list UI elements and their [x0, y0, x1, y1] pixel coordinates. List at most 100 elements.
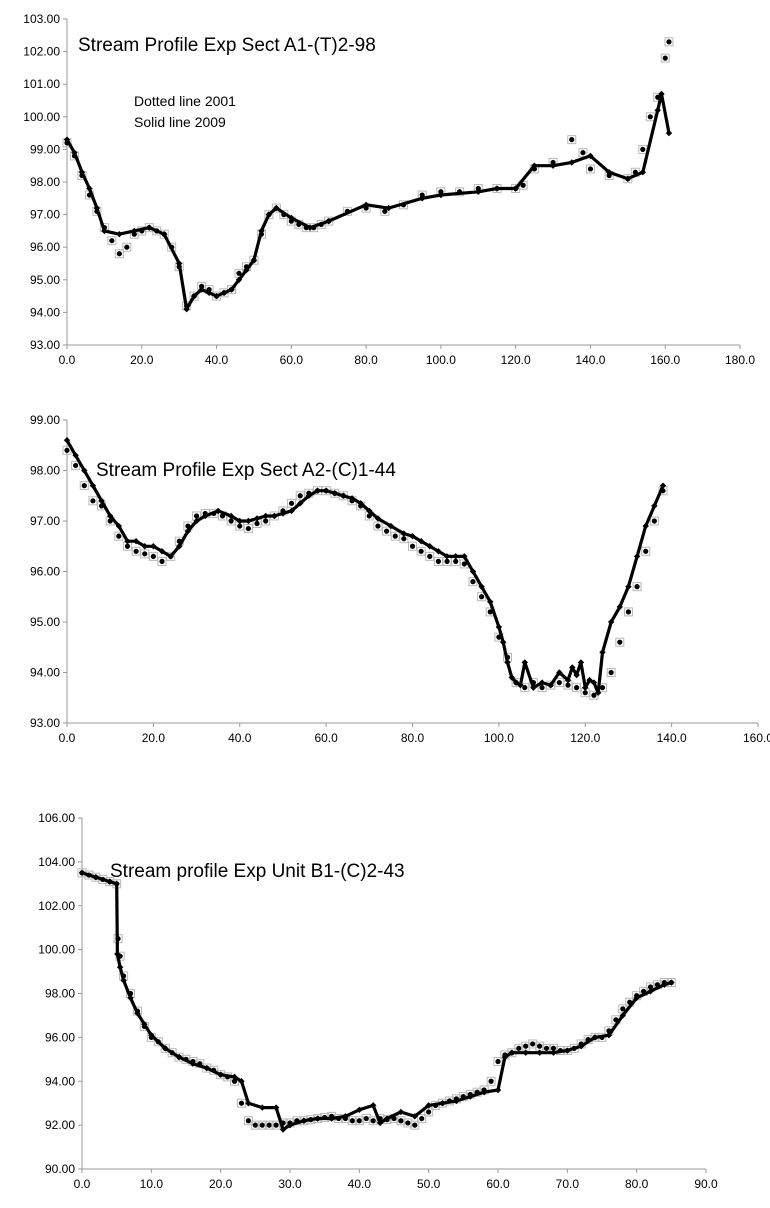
- chart-b1-point-2001-outline: [528, 1039, 538, 1049]
- chart-a2-point-2009: [89, 482, 97, 489]
- chart-b1-point-2001: [273, 1122, 279, 1128]
- chart-a2-point-2001-outline: [287, 498, 297, 508]
- chart-b1-point-2009: [314, 1115, 321, 1122]
- chart-a2-point-2001: [150, 553, 156, 559]
- chart-a2-point-2009: [106, 512, 114, 520]
- chart-a2-point-2009: [279, 510, 287, 517]
- chart-a2-point-2001: [254, 520, 260, 527]
- chart-a2-point-2001-outline: [131, 546, 141, 556]
- chart-a2-point-2009: [322, 487, 330, 494]
- chart-a1-series-2009: [63, 90, 673, 313]
- chart-b1-y-tick-label: 102.00: [38, 899, 75, 913]
- chart-a1-point-2001-outline: [107, 236, 117, 246]
- chart-a2-point-2009: [499, 639, 507, 646]
- chart-a2-y-tick-label: 95.00: [30, 615, 60, 629]
- chart-a1-point-2009: [146, 224, 153, 231]
- chart-a2-point-2001-outline: [623, 607, 633, 617]
- chart-b1-x-ticks: 0.0 10.0 20.0 30.0 40.0 50.0 60.0 70.0 80.0 90.0: [74, 1169, 718, 1191]
- chart-a2-point-2009: [158, 548, 166, 555]
- chart-a1-point-2001: [580, 150, 586, 156]
- chart-a1-point-2009: [220, 289, 228, 297]
- chart-a2-point-2009: [245, 517, 252, 525]
- chart-a1-point-2001-outline: [114, 249, 124, 259]
- chart-a1-point-2009: [198, 286, 205, 293]
- chart-a1-point-2009: [265, 211, 273, 218]
- chart-a1-point-2001: [131, 231, 137, 237]
- chart-b1-x-tick-label: 60.0: [486, 1177, 510, 1191]
- chart-a2-x-tick-label: 40.0: [228, 731, 252, 745]
- chart-a2-point-2009: [443, 553, 451, 560]
- chart-a1-point-2001: [666, 39, 672, 45]
- chart-b1-y-tick-label: 94.00: [45, 1074, 75, 1088]
- chart-b1-y-tick-label: 106.00: [38, 811, 75, 825]
- chart-a1-series-2001: [62, 37, 674, 311]
- chart-a2-point-2009: [569, 664, 576, 671]
- chart-b1-point-2001: [523, 1043, 529, 1049]
- chart-a1-note-solid: Solid line 2009: [134, 114, 226, 130]
- chart-a2-point-2001-outline: [295, 491, 305, 501]
- chart-a2-point-2009: [150, 543, 157, 550]
- chart-b1-point-2001: [495, 1058, 501, 1065]
- chart-b1-point-2009: [376, 1119, 384, 1127]
- chart-a2-point-2009: [72, 452, 79, 459]
- chart-a2-point-2001-outline: [433, 556, 443, 566]
- chart-a2-point-2009: [452, 553, 459, 560]
- chart-a1-point-2009: [385, 204, 392, 212]
- chart-b1-point-2009: [661, 981, 668, 988]
- chart-a1-point-2009: [101, 227, 108, 235]
- chart-a2-point-2001: [366, 513, 372, 519]
- chart-a1-point-2009: [362, 201, 370, 209]
- chart-a2-point-2001: [608, 669, 614, 676]
- chart-a2-point-2001: [133, 548, 139, 554]
- chart-a2-x-tick-label: 120.0: [570, 731, 600, 745]
- chart-a2-point-2001: [453, 558, 459, 565]
- chart-b1-point-2009: [189, 1060, 197, 1067]
- chart-a1-point-2009: [437, 191, 445, 199]
- chart-a1-point-2009: [190, 292, 198, 300]
- chart-a2-point-2001: [263, 518, 269, 524]
- chart-b1-point-2009: [578, 1042, 585, 1050]
- chart-a1-point-2001: [662, 55, 668, 61]
- chart-a1-point-2009: [493, 185, 501, 192]
- chart-b1-point-2001-outline: [396, 1116, 406, 1126]
- chart-a1-point-2001-outline: [212, 291, 222, 301]
- chart-a1-point-2001-outline: [264, 210, 274, 220]
- chart-b1-point-2009: [134, 1010, 141, 1017]
- chart-a2-point-2009: [184, 527, 192, 535]
- chart-a1-x-tick-label: 40.0: [205, 353, 229, 367]
- chart-b1-point-2009: [78, 869, 86, 877]
- chart-a2-point-2009: [504, 659, 511, 666]
- chart-a2-point-2001: [418, 548, 424, 554]
- chart-b1-point-2009: [522, 1049, 529, 1056]
- chart-a2-point-2001: [479, 594, 485, 600]
- chart-a1-point-2009: [639, 169, 646, 176]
- chart-a1-title: Stream Profile Exp Sect A1-(T)2-98: [78, 35, 376, 56]
- chart-a2-point-2009: [262, 512, 269, 520]
- chart-a2-y-tick-label: 93.00: [30, 716, 60, 730]
- chart-a2-point-2009: [348, 495, 356, 502]
- chart-a2-point-2009: [564, 676, 572, 684]
- chart-a1-point-2001-outline: [664, 37, 674, 47]
- chart-b1-line-2009: [81, 871, 672, 1132]
- chart-b1-point-2009: [647, 988, 654, 995]
- chart-b1-x-tick-label: 30.0: [278, 1177, 302, 1191]
- chart-a1-point-2001: [199, 283, 205, 289]
- chart-a2-title: Stream Profile Exp Sect A2-(C)1-44: [96, 460, 396, 481]
- chart-b1-point-2009: [175, 1053, 183, 1061]
- chart-a2-point-2001: [142, 551, 148, 557]
- chart-a2: Stream Profile Exp Sect A2-(C)1-44 0.0 20…: [30, 413, 770, 745]
- chart-a1-point-2001: [520, 182, 526, 188]
- chart-b1-point-2009: [203, 1064, 210, 1072]
- chart-a2-series-2009: [63, 437, 667, 696]
- chart-a2-point-2009: [214, 507, 222, 515]
- chart-a2-y-tick-label: 94.00: [30, 666, 60, 680]
- chart-a1-point-2009: [161, 230, 168, 238]
- chart-a2-y-tick-label: 97.00: [30, 514, 60, 528]
- chart-a1-y-tick-label: 97.00: [30, 208, 60, 222]
- chart-a1-x-tick-label: 60.0: [280, 353, 304, 367]
- chart-a2-point-2009: [512, 679, 520, 686]
- chart-b1-point-2001: [370, 1118, 376, 1124]
- chart-b1-point-2009: [113, 880, 120, 888]
- chart-a1-point-2009: [183, 305, 190, 313]
- chart-a1-point-2001: [475, 185, 481, 192]
